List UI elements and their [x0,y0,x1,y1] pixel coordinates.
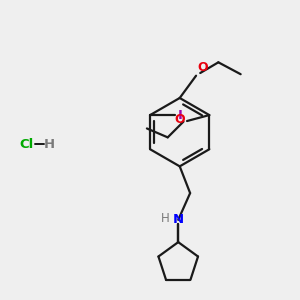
Text: H: H [160,212,169,226]
Text: H: H [44,138,55,151]
Text: N: N [173,213,184,226]
Text: I: I [178,109,183,122]
Text: Cl: Cl [20,138,34,151]
Text: O: O [197,61,208,74]
Text: O: O [175,113,185,126]
